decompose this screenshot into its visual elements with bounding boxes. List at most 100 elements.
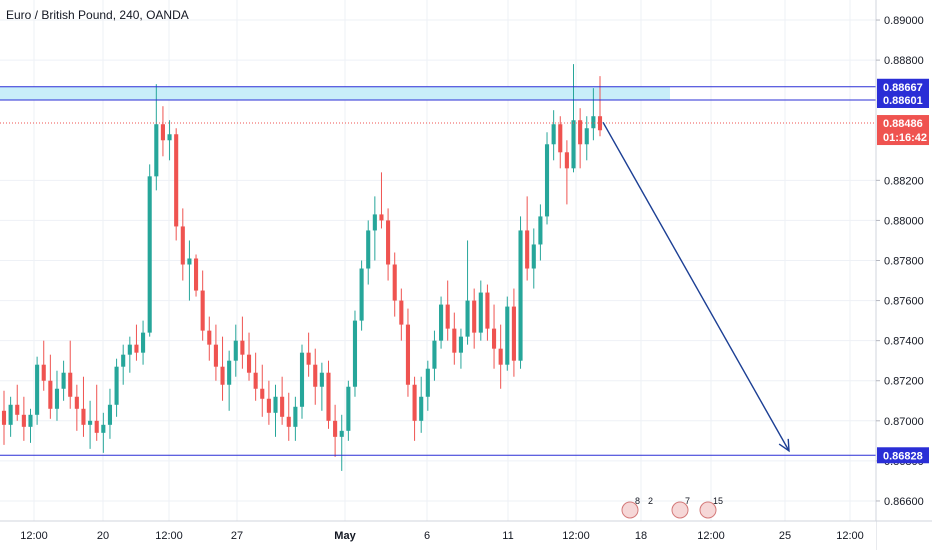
- candle-body: [68, 372, 73, 397]
- candle-body: [147, 176, 152, 333]
- candle-body: [412, 384, 417, 421]
- candle-body: [220, 366, 225, 385]
- candle-body: [299, 352, 305, 407]
- candle-body: [200, 290, 205, 331]
- current-price-tag: [877, 115, 929, 146]
- candle-body: [293, 406, 298, 427]
- x-tick-label: 11: [502, 530, 513, 542]
- level-price-tag: [877, 447, 929, 464]
- candle-body: [531, 244, 536, 269]
- candle-body: [564, 152, 569, 169]
- candle-body: [392, 264, 397, 301]
- y-tick-label: 0.88000: [884, 215, 924, 227]
- candle-body: [432, 340, 437, 369]
- candle-body: [544, 144, 550, 217]
- candle-body: [352, 320, 358, 387]
- candle-body: [498, 348, 503, 365]
- candle-body: [372, 214, 377, 231]
- event-flag-icon: [621, 501, 639, 519]
- candle-body: [246, 354, 252, 373]
- candle-body: [472, 300, 477, 333]
- candle-body: [452, 328, 457, 353]
- level-price-label: 0.88667: [883, 82, 923, 94]
- candle-body: [28, 414, 33, 427]
- candle-body: [101, 424, 106, 433]
- candle-body: [213, 344, 218, 367]
- candle-body: [21, 414, 26, 427]
- candle-body: [233, 340, 238, 361]
- current-price-label: 0.88486: [883, 118, 923, 130]
- candle-body: [180, 226, 185, 265]
- x-tick-label: 12:00: [562, 530, 590, 542]
- candle-body: [518, 230, 523, 361]
- candle-body: [538, 216, 543, 245]
- candle-body: [160, 124, 165, 141]
- candle-body: [54, 388, 60, 409]
- candle-body: [8, 404, 13, 425]
- candle-body: [81, 408, 86, 425]
- candle-body: [94, 420, 99, 433]
- candle-body: [134, 344, 139, 353]
- candle-body: [339, 430, 344, 437]
- candle-body: [465, 300, 470, 337]
- candle-body: [15, 404, 20, 415]
- candle-body: [379, 214, 384, 221]
- x-tick-label: 12:00: [697, 530, 725, 542]
- y-tick-label: 0.86600: [884, 496, 924, 508]
- y-tick-label: 0.87800: [884, 256, 924, 268]
- candle-body: [107, 404, 113, 425]
- level-price-label: 0.86828: [883, 450, 923, 462]
- countdown-label: 01:16:42: [883, 132, 927, 144]
- candle-body: [88, 420, 93, 425]
- level-price-tag: [877, 78, 929, 95]
- candle-body: [386, 220, 391, 265]
- arrow-layer: [602, 121, 790, 453]
- time-axis-bg: [0, 521, 876, 550]
- candle-body: [419, 396, 424, 421]
- x-tick-label: 20: [97, 530, 109, 542]
- candle-body: [61, 372, 66, 389]
- event-count: 8: [635, 496, 640, 506]
- x-tick-label: May: [334, 530, 356, 542]
- candle-body: [141, 332, 146, 353]
- y-tick-label: 0.87200: [884, 376, 924, 388]
- levels-layer: [0, 86, 876, 456]
- candle-body: [167, 134, 172, 141]
- y-tick-label: 0.88200: [884, 175, 924, 187]
- candle-body: [174, 134, 179, 227]
- x-tick-label: 25: [779, 530, 791, 542]
- x-tick-label: 12:00: [20, 530, 48, 542]
- candle-body: [127, 344, 132, 355]
- candle-body: [41, 364, 46, 381]
- candle-body: [306, 352, 311, 365]
- candle-body: [491, 328, 497, 349]
- y-tick-label: 0.88800: [884, 55, 924, 67]
- event-flag-icon: [699, 501, 717, 519]
- x-tick-label: 27: [231, 530, 243, 542]
- events-layer: 8 2 7 15: [621, 496, 723, 519]
- candle-body: [114, 366, 119, 405]
- event-count: 7: [685, 496, 690, 506]
- candle-body: [511, 306, 516, 361]
- candle-body: [326, 372, 331, 421]
- candle-body: [74, 396, 79, 409]
- candle-body: [273, 396, 278, 413]
- candle-body: [584, 128, 589, 145]
- candle-body: [280, 396, 285, 417]
- candle-body: [313, 364, 318, 387]
- grid: [0, 0, 876, 521]
- level-price-tag: [877, 91, 929, 108]
- candle-body: [266, 398, 271, 413]
- x-tick-label: 12:00: [155, 530, 183, 542]
- candle-body: [1, 410, 7, 425]
- resistance-zone: [0, 86, 670, 100]
- candle-body: [571, 120, 576, 169]
- candle-body: [399, 300, 404, 325]
- candle-body: [558, 124, 563, 153]
- chart-title: Euro / British Pound, 240, OANDA: [6, 8, 189, 22]
- y-tick-label: 0.87000: [884, 416, 924, 428]
- candle-body: [207, 330, 212, 345]
